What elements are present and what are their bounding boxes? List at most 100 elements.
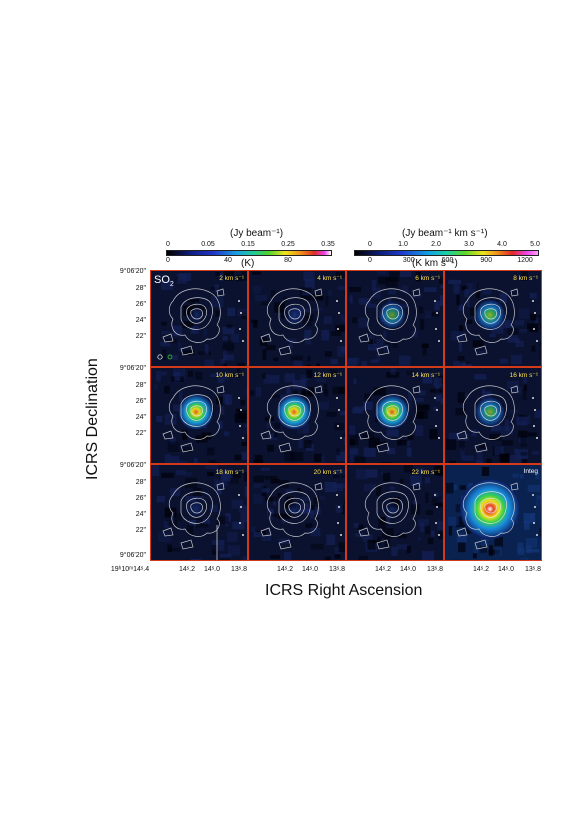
- noise-patch: [241, 271, 247, 281]
- contour-dot: [239, 425, 241, 427]
- noise-patch: [536, 495, 541, 507]
- noise-patch: [427, 537, 434, 545]
- noise-patch: [540, 315, 541, 320]
- contour-line: [456, 333, 468, 343]
- noise-patch: [503, 319, 511, 328]
- emission-peak: [283, 304, 305, 326]
- noise-patch: [358, 555, 369, 560]
- channel-panel: 16 km s⁻¹: [444, 367, 542, 464]
- noise-patch: [227, 307, 236, 317]
- noise-patch: [279, 365, 285, 366]
- contour-line: [364, 385, 417, 440]
- contour-line: [284, 400, 305, 421]
- noise-patch: [307, 355, 311, 362]
- noise-patch: [164, 413, 177, 425]
- noise-patch: [347, 358, 358, 366]
- noise-patch: [418, 390, 426, 396]
- contour-dot: [336, 494, 338, 496]
- noise-patch: [171, 512, 175, 523]
- noise-patch: [481, 537, 489, 549]
- noise-patch: [241, 311, 247, 320]
- y-tick-label: 9°06'20": [119, 365, 146, 372]
- noise-patch: [448, 516, 459, 526]
- noise-patch: [413, 500, 417, 508]
- contour-line: [216, 385, 225, 394]
- contour-line: [278, 345, 292, 356]
- x-tick-label: 13ˢ.8: [426, 566, 444, 573]
- noise-patch: [325, 295, 329, 307]
- noise-patch: [158, 532, 171, 542]
- noise-patch: [306, 369, 313, 378]
- noise-patch: [539, 342, 541, 348]
- y-tick-label: 24": [135, 414, 146, 421]
- noise-patch: [322, 469, 330, 475]
- contour-dot: [238, 494, 240, 496]
- noise-patch: [234, 454, 243, 461]
- noise-patch: [210, 373, 221, 378]
- noise-patch: [335, 324, 345, 332]
- noise-patch: [208, 460, 216, 463]
- noise-patch: [218, 421, 223, 429]
- noise-patch: [523, 513, 536, 524]
- noise-patch: [529, 292, 537, 299]
- noise-patch: [519, 473, 524, 479]
- noise-patch: [162, 349, 167, 360]
- noise-patch: [305, 503, 310, 513]
- noise-patch: [244, 486, 247, 497]
- noise-patch: [379, 462, 392, 463]
- x-tick-label: 14ˢ.2: [472, 566, 490, 573]
- x-tick-label: 13ˢ.8: [328, 566, 346, 573]
- noise-patch: [253, 475, 264, 484]
- noise-patch: [426, 312, 439, 317]
- channel-panel: Integ: [444, 464, 542, 561]
- noise-patch: [438, 531, 443, 540]
- x-tick-label: 14ˢ.0: [399, 566, 417, 573]
- noise-patch: [527, 323, 539, 333]
- velocity-label: 20 km s⁻¹: [313, 469, 342, 476]
- noise-patch: [457, 356, 465, 361]
- noise-patch: [204, 359, 215, 366]
- colorbar-tick: 80: [284, 257, 292, 264]
- contour-line: [510, 288, 519, 297]
- channel-panel: 2 km s⁻¹ SO2: [150, 270, 248, 367]
- noise-patch: [470, 307, 478, 316]
- colorbar-tick: 0: [166, 241, 170, 248]
- noise-patch: [259, 337, 267, 346]
- noise-patch: [520, 559, 527, 560]
- noise-patch: [304, 440, 312, 449]
- contour-dot: [438, 534, 440, 536]
- noise-patch: [481, 467, 490, 476]
- noise-patch: [167, 544, 172, 553]
- noise-patch: [455, 433, 469, 441]
- noise-patch: [486, 458, 492, 463]
- contour-line: [484, 308, 497, 320]
- x-tick-label: 13ˢ.8: [230, 566, 248, 573]
- colorbar-tick: 1200: [517, 257, 533, 264]
- noise-patch: [352, 409, 364, 414]
- x-tick-label: 14ˢ.2: [374, 566, 392, 573]
- noise-patch: [363, 447, 376, 458]
- noise-patch: [194, 305, 207, 311]
- contour-line: [190, 502, 203, 514]
- noise-patch: [316, 401, 329, 410]
- noise-patch: [415, 271, 421, 282]
- contour-line: [314, 385, 323, 394]
- x-tick-label: 14ˢ.0: [203, 566, 221, 573]
- noise-patch: [439, 277, 443, 284]
- contour-line: [288, 405, 301, 417]
- noise-patch: [433, 377, 443, 387]
- noise-patch: [284, 451, 295, 462]
- noise-patch: [440, 284, 443, 289]
- noise-patch: [246, 386, 247, 397]
- noise-patch: [270, 478, 280, 484]
- noise-patch: [222, 336, 228, 343]
- contour-line: [216, 288, 225, 297]
- contour-line: [510, 385, 519, 394]
- noise-patch: [251, 526, 256, 532]
- contour-line: [314, 482, 323, 491]
- contour-line: [162, 430, 174, 440]
- noise-patch: [213, 478, 219, 488]
- noise-patch: [161, 330, 170, 335]
- noise-patch: [310, 527, 321, 537]
- noise-patch: [357, 524, 364, 529]
